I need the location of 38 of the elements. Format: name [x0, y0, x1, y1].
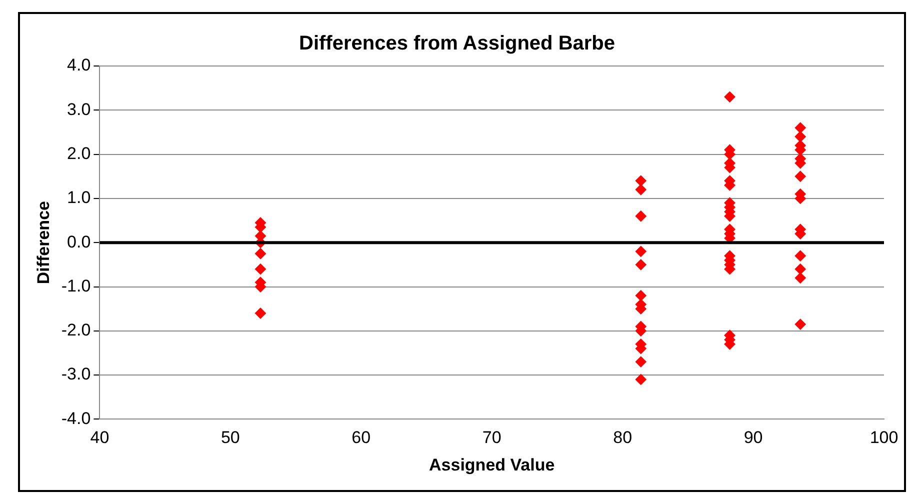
y-tick-label: -2.0: [61, 320, 91, 340]
x-axis-title: Assigned Value: [429, 455, 555, 474]
y-tick-label: 2.0: [67, 144, 91, 163]
x-tick-label: 50: [220, 428, 240, 448]
y-tick-label: -4.0: [61, 408, 91, 428]
y-tick-label: 1.0: [67, 188, 91, 208]
x-tick-label: 70: [482, 428, 502, 448]
x-tick-label: 60: [352, 428, 371, 448]
x-tick-label: 40: [90, 428, 110, 448]
point: [635, 210, 646, 222]
y-axis-title: Difference: [34, 201, 53, 284]
point: [635, 246, 646, 257]
point: [254, 248, 266, 260]
point: [635, 290, 646, 302]
point: [254, 264, 266, 275]
x-tick-label: 100: [870, 428, 898, 448]
point: [794, 272, 806, 284]
chart-title: Differences from Assigned Barbe: [298, 32, 616, 55]
point: [794, 264, 806, 275]
point: [254, 308, 266, 319]
y-tick-label: 0.0: [67, 232, 91, 252]
point: [794, 250, 806, 262]
point: [794, 170, 806, 182]
point: [724, 91, 736, 102]
x-tick-label: 80: [613, 428, 632, 448]
point: [635, 259, 646, 270]
point: [635, 175, 646, 186]
x-tick-label: 90: [744, 428, 763, 448]
y-tick-label: -1.0: [61, 276, 91, 296]
point: [635, 356, 646, 368]
point: [635, 374, 646, 385]
point: [794, 318, 806, 330]
y-tick-label: -3.0: [61, 364, 91, 384]
point: [635, 184, 646, 196]
y-tick-label: 3.0: [67, 100, 91, 119]
point: [794, 122, 806, 134]
y-tick-label: 4.0: [67, 56, 91, 75]
point: [794, 131, 806, 142]
